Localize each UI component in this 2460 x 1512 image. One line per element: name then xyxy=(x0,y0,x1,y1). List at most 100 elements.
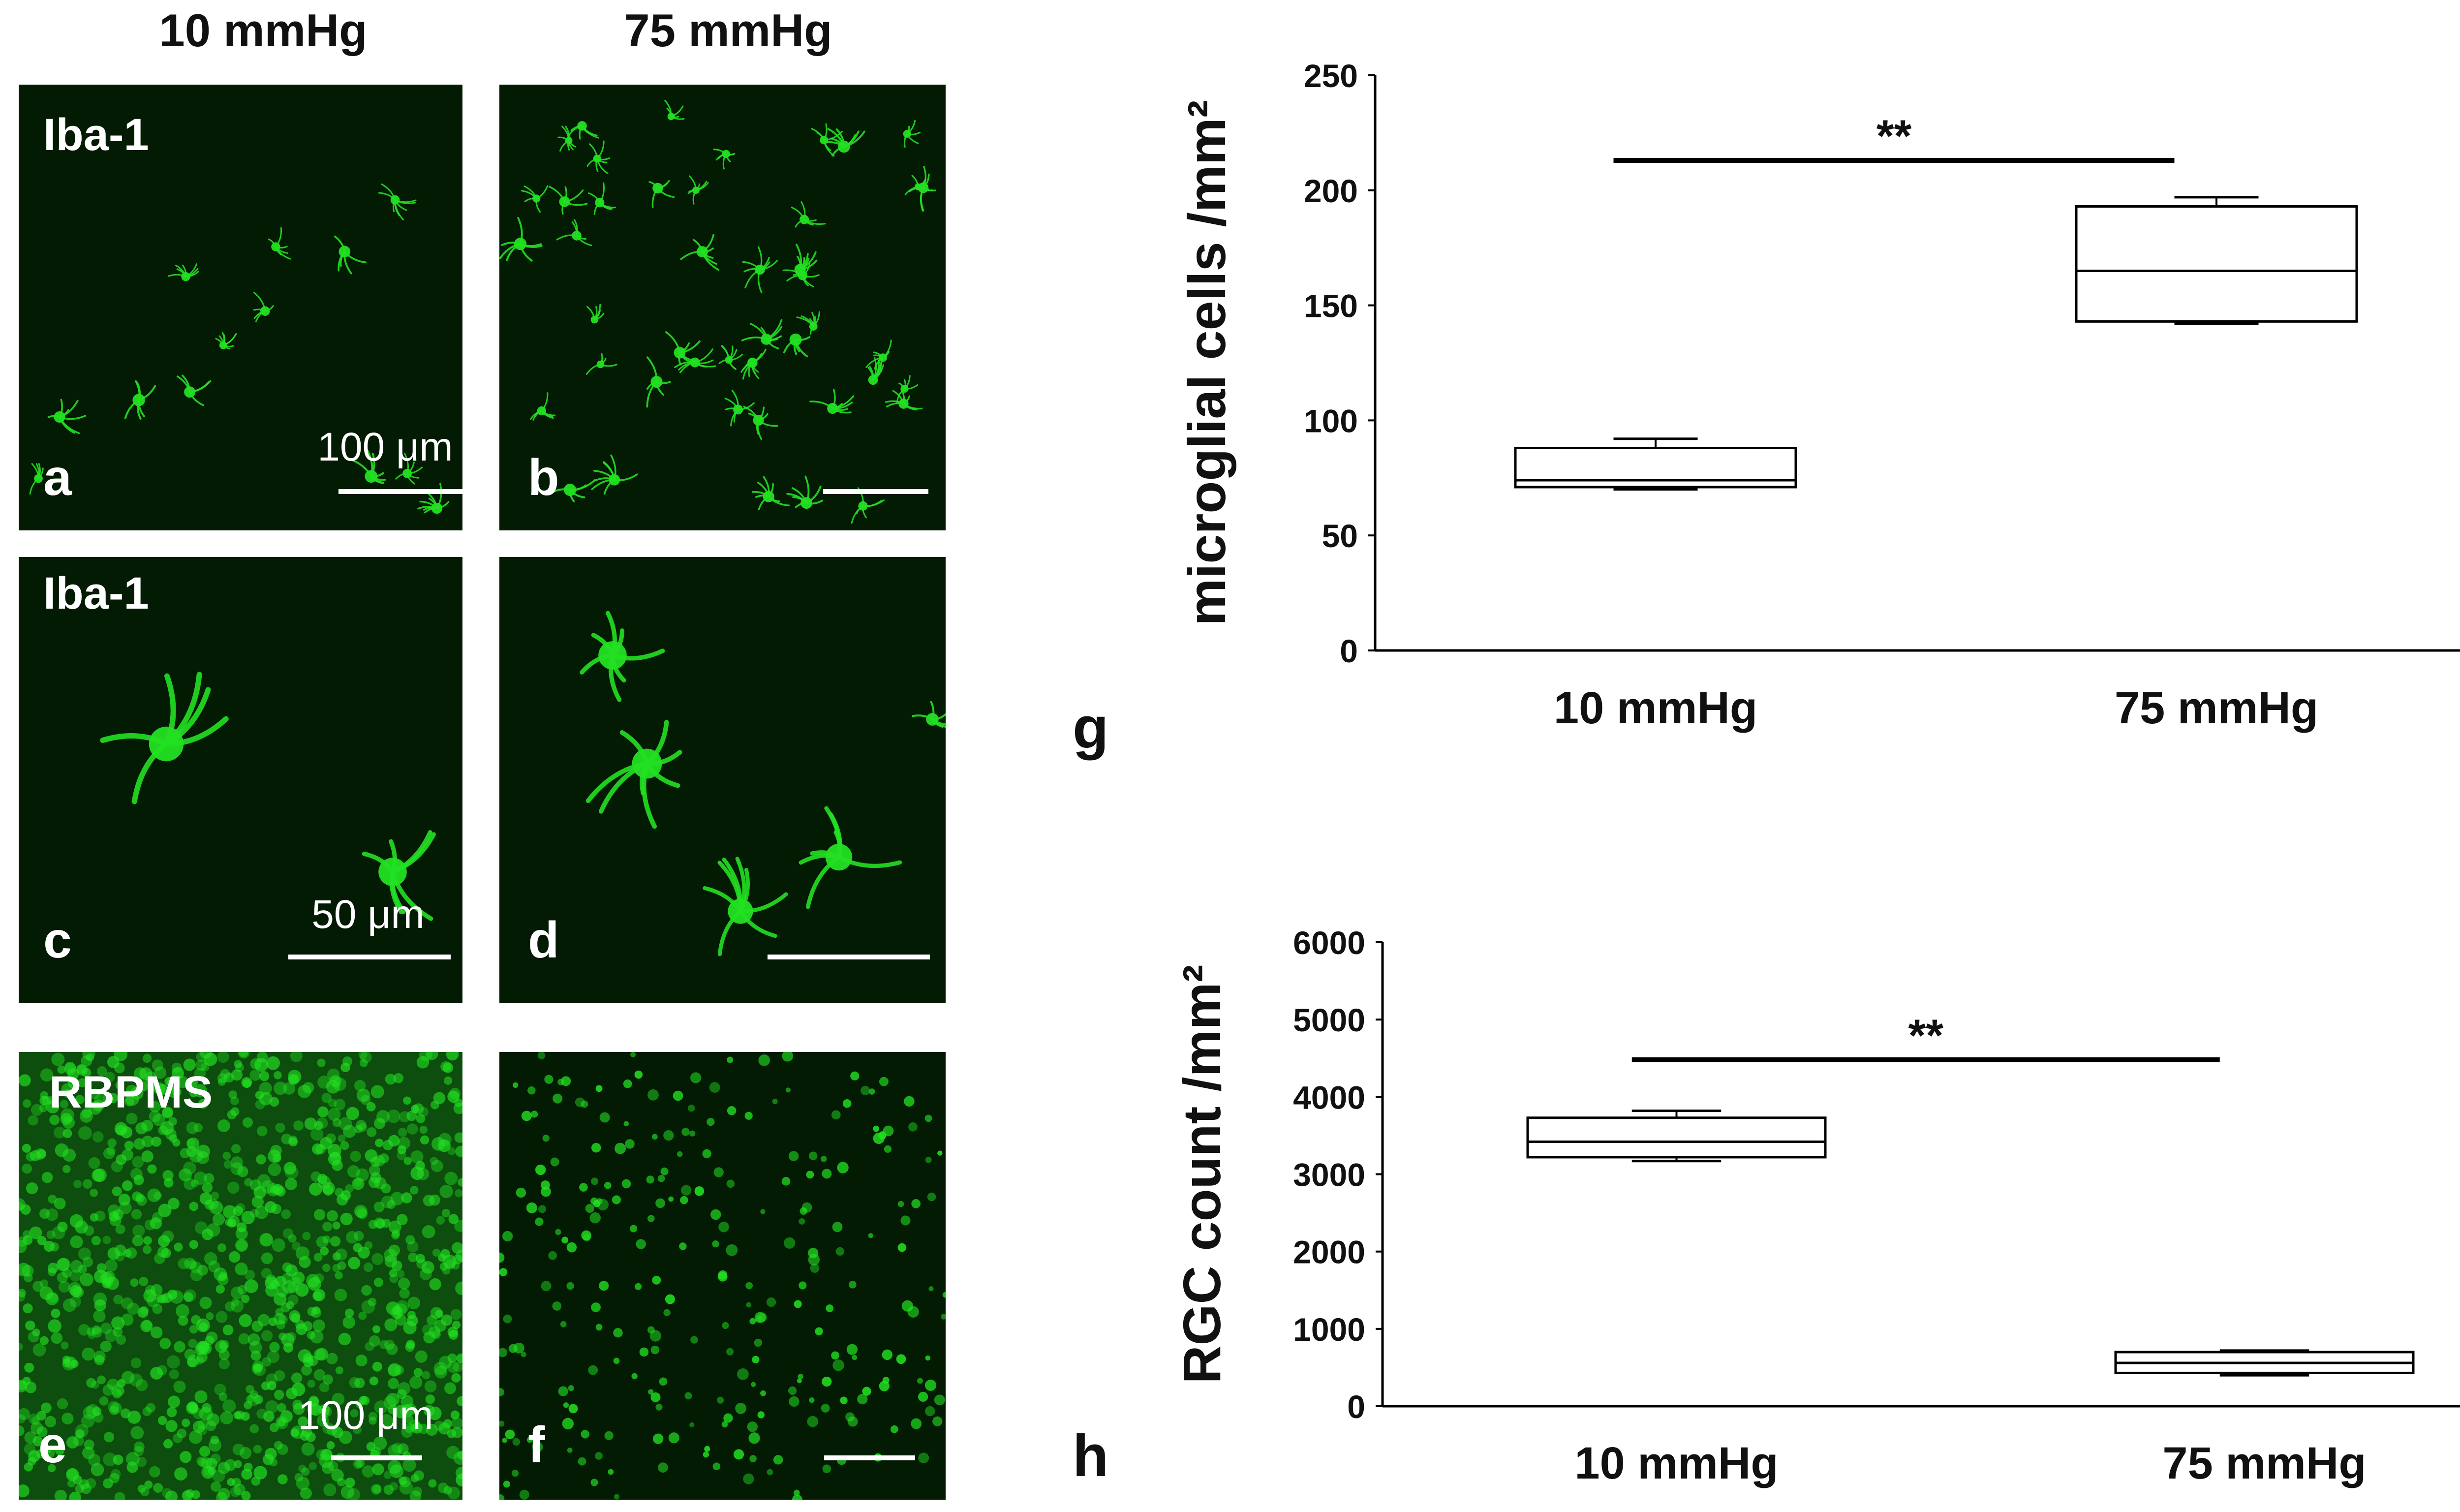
rgc-nucleus xyxy=(558,1386,568,1396)
rgc-nucleus xyxy=(163,1439,173,1449)
rgc-nucleus xyxy=(852,1355,858,1360)
rgc-nucleus xyxy=(115,1224,125,1234)
rgc-nucleus xyxy=(608,1469,614,1475)
scale-bar-e xyxy=(331,1455,422,1460)
rgc-nucleus xyxy=(425,1394,435,1404)
rgc-nucleus xyxy=(109,1473,120,1483)
rgc-nucleus xyxy=(32,1343,46,1357)
rgc-nucleus xyxy=(228,1090,237,1099)
rgc-nucleus xyxy=(259,1082,272,1095)
rgc-nucleus xyxy=(194,1067,206,1080)
rgc-nucleus xyxy=(387,1200,396,1209)
rgc-nucleus xyxy=(188,1339,198,1349)
rgc-nucleus xyxy=(451,1373,461,1383)
cell-process xyxy=(59,415,87,420)
rgc-nucleus xyxy=(49,1114,60,1125)
rgc-nucleus xyxy=(861,1085,870,1096)
cell-process xyxy=(831,389,836,409)
rgc-nucleus xyxy=(246,1395,254,1404)
rgc-nucleus xyxy=(186,1122,199,1134)
rgc-nucleus xyxy=(323,1374,333,1385)
rgc-nucleus xyxy=(251,1363,263,1375)
rgc-nucleus xyxy=(561,1236,569,1244)
microglia-cell xyxy=(521,185,549,213)
rgc-nucleus xyxy=(210,1481,221,1492)
rgc-nucleus xyxy=(205,1420,216,1431)
cell-process xyxy=(29,478,39,495)
cell-process xyxy=(917,186,933,191)
cell-process xyxy=(768,483,774,498)
rgc-nucleus xyxy=(441,1208,451,1218)
rgc-nucleus xyxy=(451,1261,460,1270)
rgc-nucleus xyxy=(209,1201,223,1215)
cell-process xyxy=(593,202,601,215)
rgc-nucleus xyxy=(88,1157,100,1169)
rgc-nucleus xyxy=(152,1303,163,1314)
rgc-nucleus xyxy=(562,1418,574,1430)
rgc-nucleus xyxy=(96,1263,107,1273)
rgc-nucleus xyxy=(100,1322,112,1334)
cell-process xyxy=(695,181,707,191)
rgc-nucleus xyxy=(70,1359,79,1368)
cell-process xyxy=(657,187,675,198)
rgc-nucleus xyxy=(447,1147,456,1155)
rgc-nucleus xyxy=(737,1368,749,1380)
cell-process xyxy=(37,467,44,480)
rgc-nucleus xyxy=(274,1071,282,1080)
rgc-nucleus xyxy=(55,1445,65,1455)
rgc-nucleus xyxy=(443,1486,452,1495)
rgc-nucleus xyxy=(457,1396,462,1407)
microglia-cell xyxy=(703,857,788,957)
microglia-cell xyxy=(499,216,543,262)
rgc-nucleus xyxy=(530,1111,538,1118)
cell-process xyxy=(182,264,187,278)
rgc-nucleus xyxy=(138,1080,150,1091)
rgc-nucleus xyxy=(251,1196,264,1208)
rgc-nucleus xyxy=(86,1404,100,1418)
rgc-nucleus xyxy=(595,1324,603,1331)
rgc-nucleus xyxy=(310,1171,321,1182)
cell-process xyxy=(563,189,584,203)
rgc-nucleus xyxy=(316,1117,328,1129)
rgc-nucleus xyxy=(773,1455,783,1465)
rgc-nucleus xyxy=(650,1345,660,1355)
rgc-nucleus xyxy=(409,1376,423,1389)
rgc-nucleus xyxy=(337,1478,346,1487)
cell-process xyxy=(758,495,770,510)
cell-process xyxy=(805,499,824,505)
rgc-nucleus xyxy=(346,1107,360,1120)
rgc-nucleus xyxy=(182,1419,190,1427)
rgc-nucleus xyxy=(177,1428,187,1439)
rgc-nucleus xyxy=(335,1271,343,1280)
rgc-nucleus xyxy=(373,1436,387,1450)
rgc-nucleus xyxy=(355,1355,368,1367)
cell-process xyxy=(795,336,811,341)
rgc-nucleus xyxy=(647,1215,655,1222)
rgc-nucleus xyxy=(924,1114,932,1122)
x-category-label: 10 mmHg xyxy=(1554,683,1757,733)
rgc-nucleus xyxy=(51,1332,63,1344)
cell-process xyxy=(646,356,658,383)
rgc-nucleus xyxy=(420,1268,432,1280)
rgc-nucleus xyxy=(69,1269,82,1282)
rgc-nucleus xyxy=(660,1167,669,1175)
x-category-label: 75 mmHg xyxy=(2115,683,2318,733)
rgc-nucleus xyxy=(356,1168,369,1182)
rgc-nucleus xyxy=(159,1337,171,1349)
rgc-nucleus xyxy=(121,1371,135,1384)
rgc-nucleus xyxy=(162,1230,174,1242)
rgc-nucleus xyxy=(410,1474,419,1482)
rgc-nucleus xyxy=(368,1220,378,1229)
rgc-nucleus xyxy=(166,1355,180,1369)
rgc-nucleus xyxy=(149,1101,161,1113)
rgc-nucleus xyxy=(653,1433,664,1444)
rgc-nucleus xyxy=(416,1114,426,1123)
rgc-nucleus xyxy=(186,1138,195,1148)
cell-process xyxy=(703,886,742,913)
rgc-nucleus xyxy=(340,1190,351,1201)
panel-letter-c: c xyxy=(43,912,72,969)
rgc-nucleus xyxy=(208,1439,222,1452)
cell-process xyxy=(586,157,598,167)
rgc-nucleus xyxy=(88,1101,102,1115)
rgc-nucleus xyxy=(157,1083,169,1095)
